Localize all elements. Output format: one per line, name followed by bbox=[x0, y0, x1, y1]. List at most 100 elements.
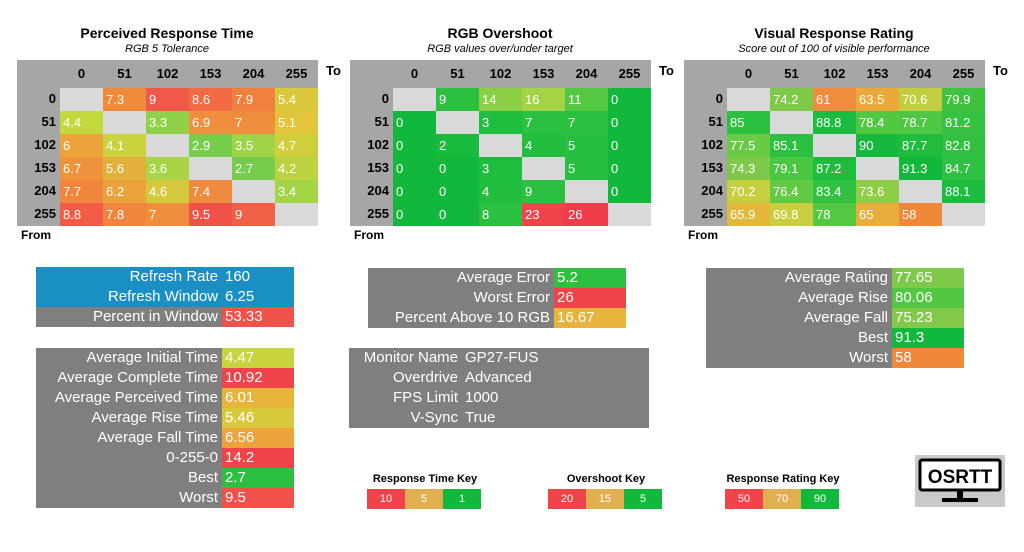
perceived-title: Perceived Response Time bbox=[80, 25, 254, 41]
stat-row: Average Error 5.2 bbox=[368, 268, 626, 288]
stat-value: 14.2 bbox=[222, 448, 294, 468]
row-header: 102 bbox=[34, 137, 56, 152]
stat-row: FPS Limit 1000 bbox=[349, 388, 649, 408]
overshoot-heatmap: 0 51 102 153 204 255 To 0 9 14 16 11 0 51 0 3 7 7 0 102 0 2 4 5… bbox=[350, 60, 674, 242]
stat-row: Worst Error 26 bbox=[368, 288, 626, 308]
stat-label: Percent in Window bbox=[36, 307, 222, 327]
heatmap-cell: 3.6 bbox=[146, 157, 189, 180]
stat-row: Best 91.3 bbox=[706, 328, 964, 348]
heatmap-cell: 5.1 bbox=[275, 111, 318, 134]
heatmap-cell: 61 bbox=[813, 88, 856, 111]
key-swatch: 50 bbox=[725, 489, 763, 509]
stat-label: Average Rating bbox=[784, 269, 888, 286]
heatmap-cell: 4 bbox=[479, 180, 522, 203]
heatmap-cell: 8 bbox=[479, 203, 522, 226]
stat-value: 1000 bbox=[465, 389, 499, 406]
stat-label: Monitor Name bbox=[363, 349, 458, 366]
column-header: 102 bbox=[156, 66, 179, 81]
column-header: 0 bbox=[744, 66, 753, 81]
heatmap-cell: 7.8 bbox=[103, 203, 146, 226]
refresh-panel: Refresh Rate 160 Refresh Window 6.25 Percent… bbox=[36, 267, 294, 327]
stat-row: Average Perceived Time 6.01 bbox=[36, 388, 294, 408]
to-label: To bbox=[993, 63, 1008, 78]
column-header-band bbox=[350, 60, 651, 88]
key-swatch: 5 bbox=[405, 489, 443, 509]
heatmap-cell: 8.8 bbox=[60, 203, 103, 226]
stat-row: Average Fall 75.23 bbox=[706, 308, 964, 328]
row-header: 51 bbox=[708, 114, 723, 129]
heatmap-cell bbox=[146, 134, 189, 157]
stat-value: 26 bbox=[554, 288, 626, 308]
heatmap-cell bbox=[60, 88, 103, 111]
stat-label: Worst bbox=[849, 349, 888, 366]
row-header: 0 bbox=[48, 91, 56, 106]
stat-row: Average Rise Time 5.46 bbox=[36, 408, 294, 428]
heatmap-cell: 81.2 bbox=[942, 111, 985, 134]
stat-label: Best bbox=[857, 329, 888, 346]
heatmap-cell: 79.1 bbox=[770, 157, 813, 180]
heatmap-cell bbox=[436, 111, 479, 134]
heatmap-cell: 7 bbox=[565, 111, 608, 134]
heatmap-cell: 11 bbox=[565, 88, 608, 111]
heatmap-cell: 8.6 bbox=[189, 88, 232, 111]
heatmap-cell: 0 bbox=[608, 111, 651, 134]
heatmap-cell: 7 bbox=[146, 203, 189, 226]
key-swatch: 20 bbox=[548, 489, 586, 509]
stat-value: 53.33 bbox=[222, 307, 294, 327]
heatmap-cell bbox=[393, 88, 436, 111]
stat-value: 5.46 bbox=[222, 408, 294, 428]
perceived-subtitle: RGB 5 Tolerance bbox=[125, 43, 209, 55]
heatmap-cell: 14 bbox=[479, 88, 522, 111]
stat-value: 6.01 bbox=[222, 388, 294, 408]
heatmap-cell: 0 bbox=[393, 111, 436, 134]
row-header: 153 bbox=[34, 160, 56, 175]
column-header: 51 bbox=[450, 66, 465, 81]
key-title: Response Rating Key bbox=[726, 473, 840, 485]
heatmap-cell: 4 bbox=[522, 134, 565, 157]
heatmap-cell: 2.7 bbox=[232, 157, 275, 180]
heatmap-cell: 16 bbox=[522, 88, 565, 111]
errors-panel: Average Error 5.2 Worst Error 26 Percent Abo… bbox=[368, 268, 626, 328]
heatmap-cell: 88.1 bbox=[942, 180, 985, 203]
stat-value: 91.3 bbox=[892, 328, 964, 348]
column-header: 51 bbox=[784, 66, 799, 81]
row-header-band bbox=[684, 88, 727, 226]
heatmap-cell: 78.4 bbox=[856, 111, 899, 134]
heatmap-cell: 6.9 bbox=[189, 111, 232, 134]
column-header: 204 bbox=[909, 66, 932, 81]
stat-label: Average Perceived Time bbox=[54, 389, 218, 406]
stat-value: 9.5 bbox=[222, 488, 294, 508]
stat-label: Average Error bbox=[456, 269, 550, 286]
stat-value: 6.56 bbox=[222, 428, 294, 448]
stat-row: V-Sync True bbox=[349, 408, 649, 428]
heatmap-cell: 74.3 bbox=[727, 157, 770, 180]
stat-label: Percent Above 10 RGB bbox=[394, 309, 550, 326]
stat-label: FPS Limit bbox=[392, 389, 458, 406]
stat-label: V-Sync bbox=[410, 409, 458, 426]
stat-value: 58 bbox=[892, 348, 964, 368]
stat-label: Best bbox=[187, 469, 218, 486]
heatmap-cell: 0 bbox=[608, 180, 651, 203]
heatmap-cell: 3 bbox=[479, 111, 522, 134]
stat-row: Best 2.7 bbox=[36, 468, 294, 488]
heatmap-cell: 5.4 bbox=[275, 88, 318, 111]
heatmap-cell: 4.7 bbox=[275, 134, 318, 157]
stat-label: Average Rise Time bbox=[91, 409, 218, 426]
heatmap-cell: 65 bbox=[856, 203, 899, 226]
stat-row: 0-255-0 14.2 bbox=[36, 448, 294, 468]
stat-value: 5.2 bbox=[554, 268, 626, 288]
heatmap-cell: 5 bbox=[565, 157, 608, 180]
heatmap-cell: 83.4 bbox=[813, 180, 856, 203]
heatmap-cell: 5.6 bbox=[103, 157, 146, 180]
heatmap-cell: 69.8 bbox=[770, 203, 813, 226]
heatmap-cell: 0 bbox=[393, 203, 436, 226]
row-header: 102 bbox=[701, 137, 723, 152]
key-swatch: 90 bbox=[801, 489, 839, 509]
heatmap-cell bbox=[856, 157, 899, 180]
heatmap-cell: 3.3 bbox=[146, 111, 189, 134]
row-header: 153 bbox=[367, 160, 389, 175]
osrtt-logo: OSRTT bbox=[915, 455, 1005, 507]
heatmap-cell: 70.6 bbox=[899, 88, 942, 111]
heatmap-cell: 4.4 bbox=[60, 111, 103, 134]
heatmap-cell: 85.1 bbox=[770, 134, 813, 157]
